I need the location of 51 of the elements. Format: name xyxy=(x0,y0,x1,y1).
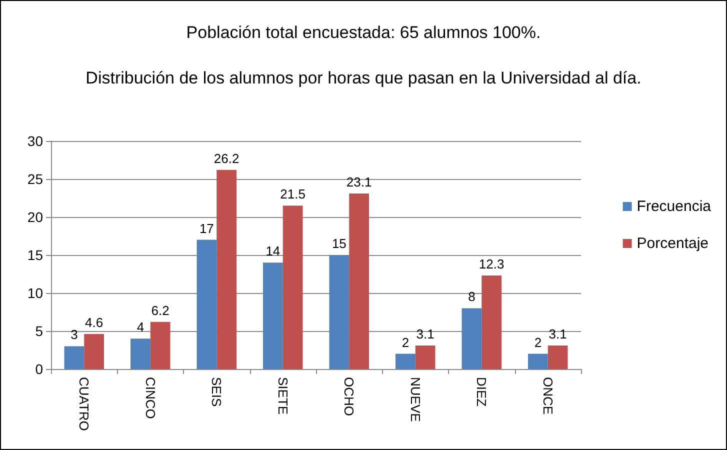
chart-subtitle: Distribución de los alumnos por horas que pasan en la Universidad al día. xyxy=(86,68,642,88)
bar xyxy=(462,308,482,369)
x-tick-label: NUEVE xyxy=(408,377,423,422)
y-tick-label: 0 xyxy=(35,361,44,377)
data-label: 26.2 xyxy=(214,150,240,166)
bar xyxy=(349,193,369,369)
bar xyxy=(415,345,436,369)
data-label: 14 xyxy=(266,244,280,259)
y-tick-label: 25 xyxy=(27,171,44,187)
bar xyxy=(282,206,303,369)
y-tick-label: 20 xyxy=(27,209,44,225)
bar xyxy=(216,170,236,369)
bar xyxy=(263,262,283,369)
data-label: 3.1 xyxy=(548,326,567,342)
bar xyxy=(528,354,548,369)
y-tick-label: 10 xyxy=(27,285,44,301)
legend-label: Frecuencia xyxy=(636,198,712,215)
bar xyxy=(329,255,350,369)
x-tick-label: CUATRO xyxy=(76,377,92,431)
chart-title: Población total encuestada: 65 alumnos 100%. xyxy=(186,23,541,42)
data-label: 12.3 xyxy=(478,256,504,272)
x-tick-label: DIEZ xyxy=(474,377,490,407)
data-label: 15 xyxy=(332,236,346,251)
data-label: 21.5 xyxy=(280,186,306,202)
bar xyxy=(482,276,502,369)
legend-label: Porcentaje xyxy=(636,235,709,252)
x-tick-label: ONCE xyxy=(540,377,556,415)
data-label: 4.6 xyxy=(85,315,104,330)
x-tick-label: SEIS xyxy=(209,377,224,407)
y-tick-label: 5 xyxy=(35,323,44,339)
bar xyxy=(84,334,104,369)
data-label: 23.1 xyxy=(346,174,372,190)
data-label: 17 xyxy=(199,220,214,236)
bar xyxy=(396,354,416,369)
bar xyxy=(150,322,170,369)
x-tick-label: CINCO xyxy=(142,377,158,419)
data-label: 4 xyxy=(136,320,144,335)
data-label: 3.1 xyxy=(416,326,434,342)
data-label: 3 xyxy=(70,327,78,342)
data-label: 8 xyxy=(468,289,476,304)
bar xyxy=(548,345,568,369)
bar xyxy=(130,338,150,369)
data-label: 2 xyxy=(534,334,542,350)
data-label: 2 xyxy=(402,334,410,350)
y-tick-label: 30 xyxy=(27,133,44,149)
x-tick-label: SIETE xyxy=(275,377,290,415)
bar xyxy=(196,240,217,369)
bar xyxy=(64,346,84,369)
x-tick-label: OCHO xyxy=(342,377,357,416)
y-tick-label: 15 xyxy=(27,247,44,263)
data-label: 6.2 xyxy=(151,302,170,318)
